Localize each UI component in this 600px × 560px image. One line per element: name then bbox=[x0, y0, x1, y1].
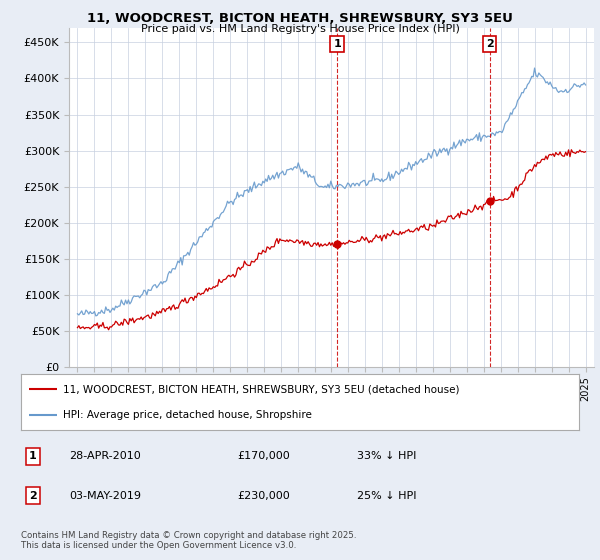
Text: Price paid vs. HM Land Registry's House Price Index (HPI): Price paid vs. HM Land Registry's House … bbox=[140, 24, 460, 34]
Text: £170,000: £170,000 bbox=[237, 451, 290, 461]
Text: 1: 1 bbox=[333, 39, 341, 49]
Text: £230,000: £230,000 bbox=[237, 491, 290, 501]
Text: 2: 2 bbox=[486, 39, 494, 49]
Text: 33% ↓ HPI: 33% ↓ HPI bbox=[357, 451, 416, 461]
Text: 11, WOODCREST, BICTON HEATH, SHREWSBURY, SY3 5EU: 11, WOODCREST, BICTON HEATH, SHREWSBURY,… bbox=[87, 12, 513, 25]
Text: 25% ↓ HPI: 25% ↓ HPI bbox=[357, 491, 416, 501]
Text: 1: 1 bbox=[29, 451, 37, 461]
Text: 28-APR-2010: 28-APR-2010 bbox=[69, 451, 141, 461]
Text: HPI: Average price, detached house, Shropshire: HPI: Average price, detached house, Shro… bbox=[63, 410, 312, 420]
Text: 03-MAY-2019: 03-MAY-2019 bbox=[69, 491, 141, 501]
Text: 11, WOODCREST, BICTON HEATH, SHREWSBURY, SY3 5EU (detached house): 11, WOODCREST, BICTON HEATH, SHREWSBURY,… bbox=[63, 384, 460, 394]
Text: Contains HM Land Registry data © Crown copyright and database right 2025.
This d: Contains HM Land Registry data © Crown c… bbox=[21, 531, 356, 550]
Text: 2: 2 bbox=[29, 491, 37, 501]
